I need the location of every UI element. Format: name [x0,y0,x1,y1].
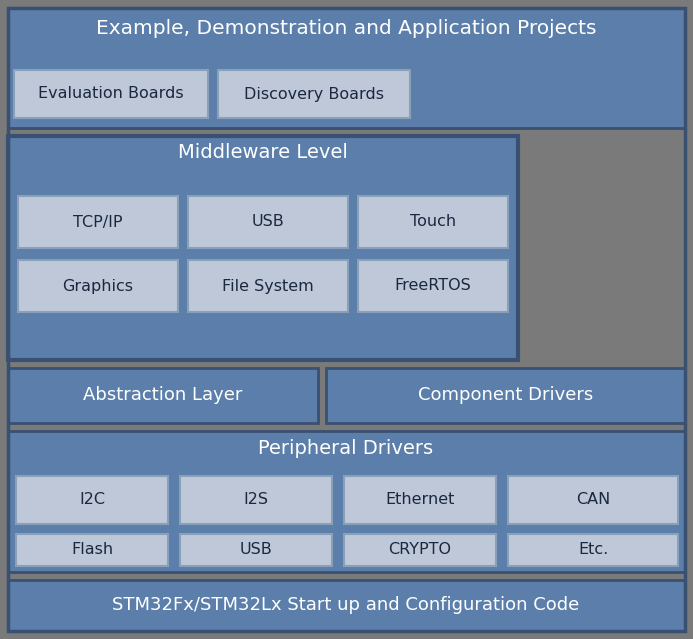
FancyBboxPatch shape [8,8,685,128]
FancyBboxPatch shape [188,260,348,312]
FancyBboxPatch shape [358,196,508,248]
FancyBboxPatch shape [8,368,318,423]
Text: Discovery Boards: Discovery Boards [244,86,384,102]
FancyBboxPatch shape [14,70,208,118]
Text: Component Drivers: Component Drivers [419,386,594,404]
Text: CAN: CAN [576,493,610,507]
Text: Example, Demonstration and Application Projects: Example, Demonstration and Application P… [96,19,596,38]
Text: Touch: Touch [410,215,456,229]
Text: File System: File System [222,279,314,293]
Text: STM32Fx/STM32Lx Start up and Configuration Code: STM32Fx/STM32Lx Start up and Configurati… [112,596,579,614]
Text: Abstraction Layer: Abstraction Layer [83,386,243,404]
FancyBboxPatch shape [358,260,508,312]
FancyBboxPatch shape [180,476,332,524]
FancyBboxPatch shape [18,196,178,248]
Text: Flash: Flash [71,543,113,557]
FancyBboxPatch shape [508,476,678,524]
Text: Peripheral Drivers: Peripheral Drivers [258,440,434,459]
FancyBboxPatch shape [344,476,496,524]
FancyBboxPatch shape [8,580,685,631]
FancyBboxPatch shape [180,534,332,566]
FancyBboxPatch shape [18,260,178,312]
Text: Ethernet: Ethernet [385,493,455,507]
Text: I2S: I2S [243,493,268,507]
FancyBboxPatch shape [8,136,518,360]
FancyBboxPatch shape [16,476,168,524]
Text: Middleware Level: Middleware Level [178,144,348,162]
FancyBboxPatch shape [344,534,496,566]
Text: Evaluation Boards: Evaluation Boards [38,86,184,102]
Text: FreeRTOS: FreeRTOS [394,279,471,293]
Text: I2C: I2C [79,493,105,507]
Text: USB: USB [252,215,284,229]
Text: CRYPTO: CRYPTO [389,543,452,557]
Text: Etc.: Etc. [578,543,608,557]
FancyBboxPatch shape [326,368,685,423]
Text: USB: USB [240,543,272,557]
FancyBboxPatch shape [16,534,168,566]
FancyBboxPatch shape [218,70,410,118]
FancyBboxPatch shape [8,431,685,572]
FancyBboxPatch shape [508,534,678,566]
Text: TCP/IP: TCP/IP [73,215,123,229]
Text: Graphics: Graphics [62,279,134,293]
FancyBboxPatch shape [188,196,348,248]
